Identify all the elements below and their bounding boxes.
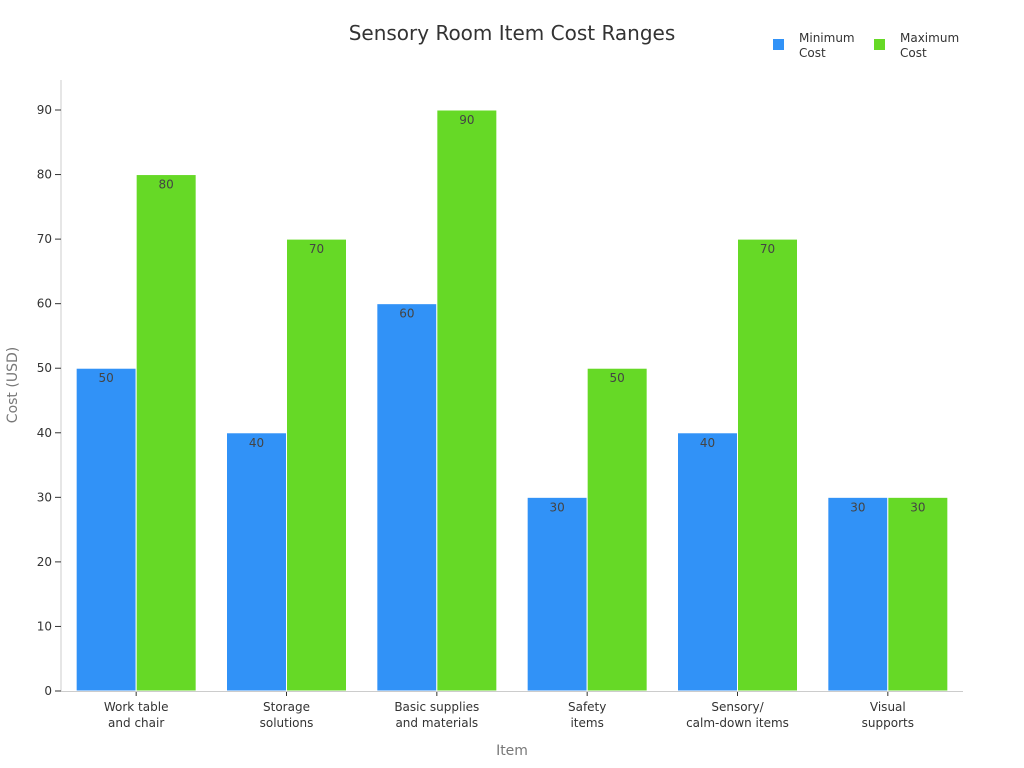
bar-max-0 [135,174,197,692]
y-tick-label: 90 [37,103,52,117]
data-label: 60 [399,307,414,321]
data-label: 30 [910,500,925,514]
legend-swatch-max [874,39,885,50]
y-tick-label: 0 [44,684,52,698]
bar-max-1 [286,238,347,692]
axes-group: 0 10 20 30 40 50 60 70 80 90 Work table and chair St… [37,80,963,730]
bar-min-4 [677,432,738,692]
data-label: 30 [550,500,565,514]
bar-max-2 [436,109,498,692]
data-label: 50 [610,371,625,385]
x-tick-label: Work table and chair [104,700,169,730]
x-tick-label: Sensory/calm-down items [686,700,789,730]
data-label: 90 [459,113,474,127]
data-label: 70 [309,242,324,256]
data-label: 30 [850,500,865,514]
y-tick-label: 10 [37,619,52,633]
bar-max-5 [887,496,949,692]
x-tick-label: Visual supports [862,700,914,730]
legend-label-max: Maximum Cost [900,31,959,60]
bar-min-5 [827,496,889,692]
y-tick-label: 60 [37,297,52,311]
data-label: 80 [159,178,174,192]
y-tick-label: 20 [37,555,52,569]
bar-min-1 [226,432,287,692]
bar-min-3 [526,496,588,692]
y-tick-label: 80 [37,168,52,182]
y-tick-label: 40 [37,426,52,440]
x-tick-label: Storage solutions [260,700,314,730]
data-label: 40 [700,436,715,450]
data-label: 50 [99,371,114,385]
legend: Minimum Cost Maximum Cost [773,31,959,60]
y-tick-label: 50 [37,361,52,375]
data-label: 70 [760,242,775,256]
legend-swatch-min [773,39,784,50]
bar-min-0 [75,367,137,692]
legend-label-min: Minimum Cost [799,31,855,60]
x-axis-title: Item [496,743,528,759]
bar-max-3 [586,367,648,692]
x-tick-label: Safety items [568,700,606,730]
x-tick-label: Basic supplies and materials [394,700,479,730]
y-tick-label: 70 [37,232,52,246]
bar-max-4 [737,238,798,692]
data-label: 40 [249,436,264,450]
y-axis-title: Cost (USD) [5,347,21,423]
chart-title: Sensory Room Item Cost Ranges [349,21,676,45]
bars-group: 50 40 60 30 40 30 80 70 90 50 70 30 [75,109,949,692]
bar-min-2 [376,303,438,692]
y-tick-label: 30 [37,490,52,504]
